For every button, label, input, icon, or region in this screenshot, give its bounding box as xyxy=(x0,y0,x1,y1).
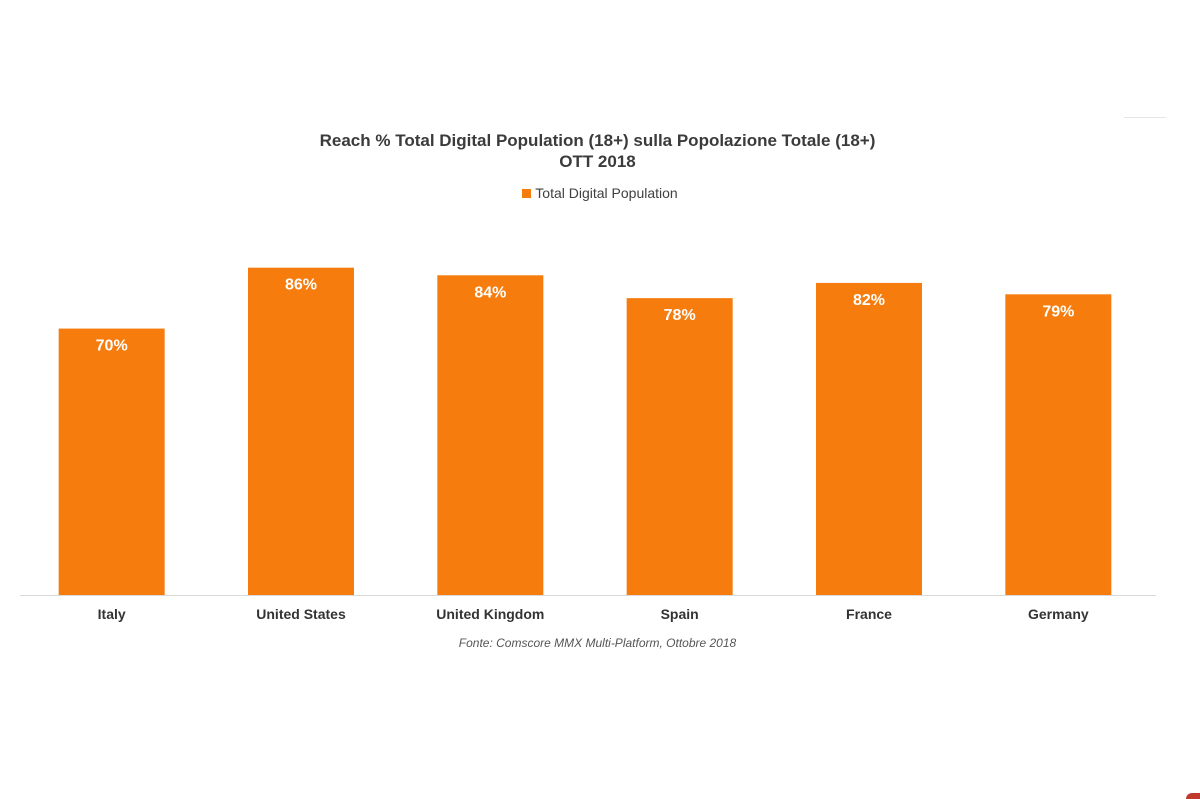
data-label: 78% xyxy=(664,307,696,324)
x-tick-label: France xyxy=(846,606,892,622)
chart-legend: Total Digital Population xyxy=(0,185,1200,201)
bar-united-states xyxy=(248,267,354,595)
x-tick-label: United States xyxy=(256,606,346,622)
bar-italy xyxy=(58,328,165,595)
bar-germany xyxy=(1005,294,1112,595)
data-label: 86% xyxy=(285,277,317,294)
data-label: 84% xyxy=(474,284,506,301)
chart-source: Fonte: Comscore MMX Multi-Platform, Otto… xyxy=(458,636,737,650)
data-label: 79% xyxy=(1042,303,1074,320)
corner-accent xyxy=(1186,793,1200,799)
bar-spain xyxy=(626,298,733,595)
x-tick-label: Italy xyxy=(98,606,126,622)
x-tick-label: Spain xyxy=(661,606,699,622)
chart-title-block: Reach % Total Digital Population (18+) s… xyxy=(0,130,1195,172)
chart-subtitle: OTT 2018 xyxy=(559,152,636,171)
decorative-line xyxy=(1124,117,1166,118)
x-tick-label: Germany xyxy=(1028,606,1089,622)
x-tick-label: United Kingdom xyxy=(436,606,544,622)
bar-united-kingdom xyxy=(437,275,544,595)
data-label: 82% xyxy=(853,292,885,309)
legend-label: Total Digital Population xyxy=(535,185,678,201)
chart-title: Reach % Total Digital Population (18+) s… xyxy=(319,131,876,150)
legend-swatch xyxy=(522,189,532,198)
data-label: 70% xyxy=(96,338,128,355)
bar-france xyxy=(816,282,922,595)
